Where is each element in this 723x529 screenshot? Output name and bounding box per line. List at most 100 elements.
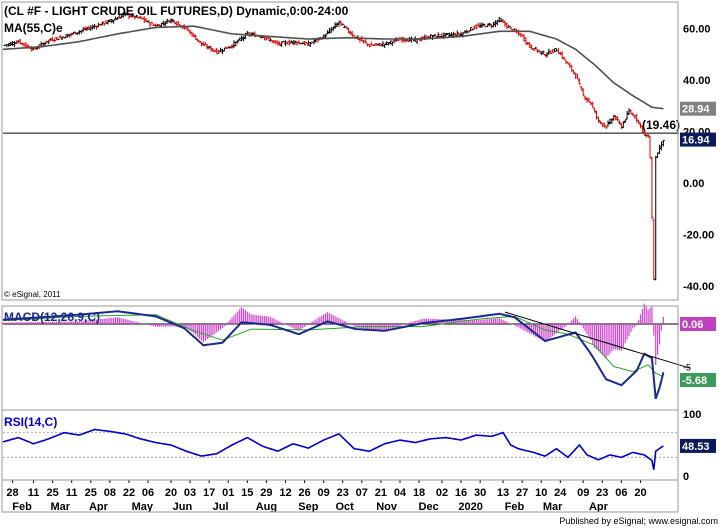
price-bar [167,20,171,23]
price-bar [518,32,522,37]
macd-panel: MACD(12,26,9,C) 0.06 -5 -5.68 [2,303,716,400]
price-bar [230,44,234,49]
macd-zero-badge-bg [680,317,716,331]
price-bar [304,41,308,44]
price-bar [169,18,173,24]
price-bar [47,39,51,45]
price-bar [175,21,179,26]
price-bar [295,41,299,46]
price-bar [488,22,492,27]
price-bar [524,37,528,46]
price-bar [165,18,169,24]
price-bar [553,48,557,53]
price-bar [587,97,591,103]
price-bar [272,40,276,44]
price-bar [581,88,585,96]
price-bar [503,20,507,28]
price-bar [381,41,385,47]
price-bar [188,29,192,35]
price-bar [474,24,478,30]
x-day-label: 01 [222,487,234,499]
price-bar [129,15,133,18]
price-bar [492,21,496,28]
price-bar [116,17,120,20]
price-bar [64,34,68,39]
macd-value-badge: -5.68 [682,375,707,387]
price-bar [650,156,654,219]
price-bar [287,39,291,46]
price-bar [621,121,625,128]
price-bar [146,20,150,23]
price-bar [535,49,539,54]
price-bar [602,122,606,128]
price-bar [70,32,74,37]
price-bar [224,46,228,50]
x-day-label: 29 [260,487,272,499]
x-day-label: 28 [6,487,18,499]
price-bar [472,25,476,30]
price-bar [499,18,503,23]
price-bar [306,40,310,46]
price-bar [528,42,532,49]
price-bar [54,37,58,40]
price-bar [574,72,578,79]
rsi-legend: RSI(14,C) [4,415,57,429]
x-month-label: Nov [376,501,398,513]
moving-average-line [2,25,664,110]
price-bar [629,109,633,114]
price-bar [137,16,141,19]
price-bar [117,14,121,19]
price-bar [194,34,198,41]
price-bar [598,120,602,125]
price-bar [161,20,165,26]
price-bar [213,49,217,52]
price-bar [522,33,526,42]
price-bar [77,30,81,35]
price-bar [371,44,375,46]
price-bar [463,30,467,33]
x-day-label: 23 [596,487,608,499]
price-bar [24,42,28,47]
price-bar [142,16,146,24]
x-month-label: Apr [89,501,109,513]
price-bar [558,51,562,55]
price-bar [45,40,49,44]
price-bar [501,18,505,23]
x-day-label: 24 [554,487,567,499]
price-bar [367,44,371,48]
price-bar [543,53,547,57]
x-month-label: Sep [298,501,318,513]
price-bar [612,115,616,121]
price-bar [385,41,389,46]
price-bar [341,23,345,26]
x-day-label: 16 [455,487,467,499]
price-bar [245,30,249,35]
price-bar [238,37,242,41]
price-bar [102,22,106,26]
price-bar [127,12,131,20]
price-bar [640,125,644,134]
price-bar [150,21,154,24]
panel-frame-3 [1,479,679,513]
price-bar [436,32,440,38]
price-bar [219,47,223,52]
price-bar [285,41,289,45]
price-bar [74,31,78,35]
x-day-label: 02 [436,487,448,499]
price-bar [133,15,137,20]
price-bar [58,34,62,38]
price-bar [652,218,656,281]
watermark: © eSignal, 2011 [4,290,61,299]
price-bar [533,47,537,50]
price-bar [312,39,316,45]
price-bar [585,97,589,103]
price-bar [648,135,652,159]
price-bar [568,62,572,68]
price-bar [327,27,331,34]
price-bar [236,39,240,44]
price-bar [348,30,352,35]
price-bar [661,139,665,147]
price-bar [7,42,11,47]
price-bar [390,41,394,46]
